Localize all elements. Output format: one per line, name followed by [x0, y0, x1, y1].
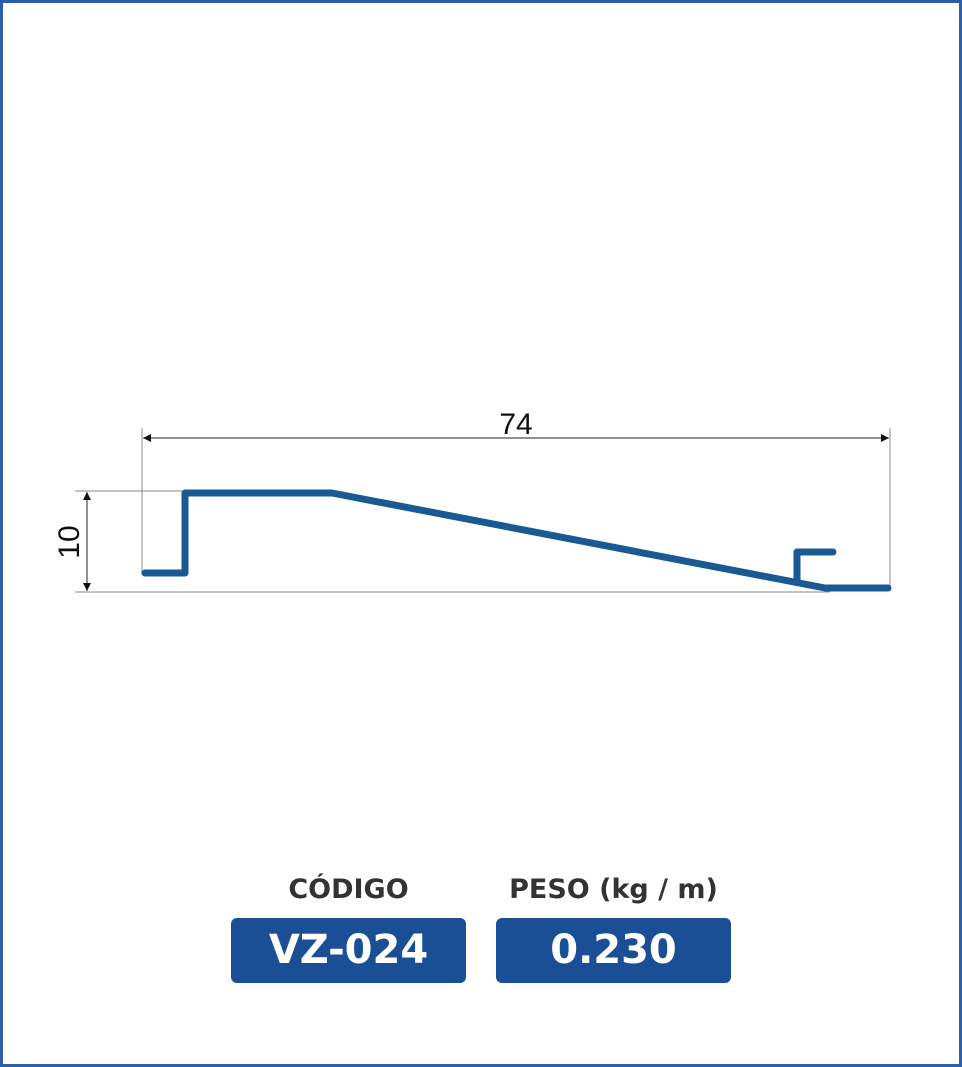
- height-label: 10: [53, 525, 86, 558]
- code-value: VZ-024: [231, 918, 466, 983]
- width-label: 74: [499, 408, 532, 441]
- profile: [141, 489, 892, 592]
- profile-drawing: 74 10: [53, 408, 892, 593]
- weight-label: PESO (kg / m): [509, 874, 718, 905]
- extension-lines: [75, 428, 891, 593]
- weight-value: 0.230: [496, 918, 731, 983]
- code-label: CÓDIGO: [288, 874, 409, 905]
